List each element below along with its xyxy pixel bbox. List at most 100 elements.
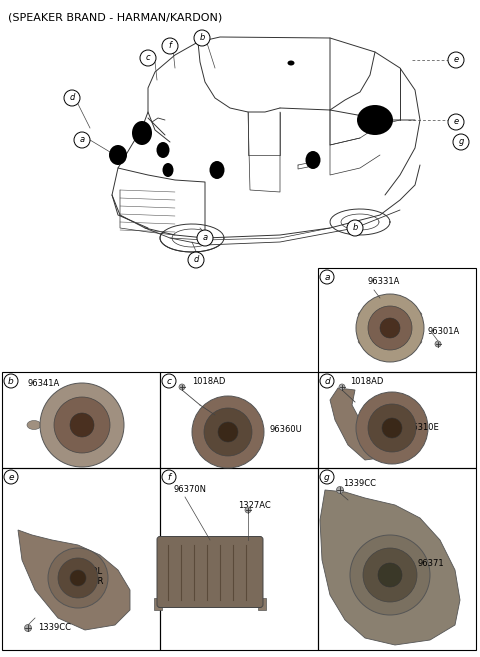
- Text: b: b: [8, 376, 14, 386]
- Circle shape: [368, 306, 412, 350]
- Ellipse shape: [412, 311, 422, 317]
- Circle shape: [192, 396, 264, 468]
- Circle shape: [70, 413, 94, 437]
- Circle shape: [58, 558, 98, 598]
- Text: 96370N: 96370N: [173, 486, 206, 495]
- Text: 96371: 96371: [418, 558, 444, 568]
- Circle shape: [347, 220, 363, 236]
- Circle shape: [140, 50, 156, 66]
- Ellipse shape: [163, 163, 173, 177]
- Bar: [258, 597, 266, 610]
- Bar: [2, 468, 160, 650]
- Text: 1339CC: 1339CC: [343, 478, 376, 487]
- Text: 96360U: 96360U: [270, 426, 303, 434]
- Circle shape: [4, 374, 18, 388]
- FancyBboxPatch shape: [157, 537, 263, 608]
- Bar: [160, 372, 318, 468]
- Circle shape: [162, 38, 178, 54]
- Circle shape: [363, 548, 417, 602]
- Circle shape: [350, 535, 430, 615]
- Ellipse shape: [357, 105, 393, 135]
- Ellipse shape: [288, 60, 295, 66]
- Circle shape: [320, 374, 334, 388]
- Circle shape: [162, 374, 176, 388]
- Circle shape: [24, 625, 32, 631]
- Polygon shape: [18, 530, 130, 630]
- Ellipse shape: [358, 311, 368, 317]
- Circle shape: [356, 392, 428, 464]
- Circle shape: [378, 563, 402, 587]
- Bar: [318, 268, 476, 372]
- Circle shape: [54, 397, 110, 453]
- Circle shape: [320, 270, 334, 284]
- Text: 96301A: 96301A: [428, 327, 460, 336]
- Text: d: d: [193, 256, 199, 265]
- Text: f: f: [168, 41, 171, 51]
- Ellipse shape: [99, 397, 113, 407]
- Circle shape: [204, 408, 252, 456]
- Circle shape: [245, 507, 251, 513]
- Text: a: a: [79, 135, 84, 145]
- Text: 96341A: 96341A: [28, 378, 60, 388]
- Text: 96331A: 96331A: [367, 277, 399, 286]
- Text: e: e: [454, 55, 458, 64]
- Text: d: d: [324, 376, 330, 386]
- Bar: [160, 468, 318, 650]
- Bar: [318, 372, 476, 468]
- Text: b: b: [199, 34, 204, 43]
- Text: b: b: [352, 223, 358, 233]
- Text: a: a: [324, 273, 330, 281]
- Text: c: c: [167, 376, 171, 386]
- Circle shape: [70, 570, 86, 586]
- Circle shape: [336, 486, 344, 493]
- Text: d: d: [69, 93, 75, 102]
- Polygon shape: [330, 388, 380, 460]
- Polygon shape: [320, 490, 460, 645]
- Circle shape: [188, 252, 204, 268]
- Circle shape: [453, 134, 469, 150]
- Ellipse shape: [156, 142, 169, 158]
- Ellipse shape: [27, 420, 41, 430]
- Text: e: e: [454, 118, 458, 127]
- Ellipse shape: [358, 338, 368, 344]
- Bar: [2, 372, 160, 468]
- Text: 1339CC: 1339CC: [38, 622, 71, 631]
- Circle shape: [40, 383, 124, 467]
- Bar: [318, 468, 476, 650]
- Text: 96310E: 96310E: [408, 424, 440, 432]
- Circle shape: [64, 90, 80, 106]
- Text: g: g: [458, 137, 464, 147]
- Circle shape: [179, 384, 185, 390]
- Circle shape: [4, 470, 18, 484]
- Circle shape: [356, 294, 424, 362]
- Circle shape: [382, 418, 402, 438]
- Circle shape: [448, 52, 464, 68]
- Circle shape: [194, 30, 210, 46]
- Text: a: a: [203, 233, 207, 242]
- Text: 96350L: 96350L: [72, 568, 103, 576]
- Text: g: g: [324, 472, 330, 482]
- Ellipse shape: [132, 121, 152, 145]
- Text: f: f: [168, 472, 170, 482]
- Circle shape: [368, 404, 416, 452]
- Circle shape: [48, 548, 108, 608]
- Text: (SPEAKER BRAND - HARMAN/KARDON): (SPEAKER BRAND - HARMAN/KARDON): [8, 12, 222, 22]
- Ellipse shape: [305, 151, 321, 169]
- Text: 1018AD: 1018AD: [350, 378, 384, 386]
- Ellipse shape: [109, 145, 127, 165]
- Bar: [154, 597, 162, 610]
- Circle shape: [218, 422, 238, 442]
- Ellipse shape: [99, 443, 113, 453]
- Circle shape: [435, 341, 441, 347]
- Text: 96350R: 96350R: [72, 578, 104, 587]
- Ellipse shape: [209, 161, 225, 179]
- Text: c: c: [146, 53, 150, 62]
- Circle shape: [448, 114, 464, 130]
- Circle shape: [320, 470, 334, 484]
- Circle shape: [74, 132, 90, 148]
- Circle shape: [339, 384, 345, 390]
- Text: 1018AD: 1018AD: [192, 378, 226, 386]
- Ellipse shape: [412, 338, 422, 344]
- Text: 1327AC: 1327AC: [238, 501, 271, 510]
- Circle shape: [197, 230, 213, 246]
